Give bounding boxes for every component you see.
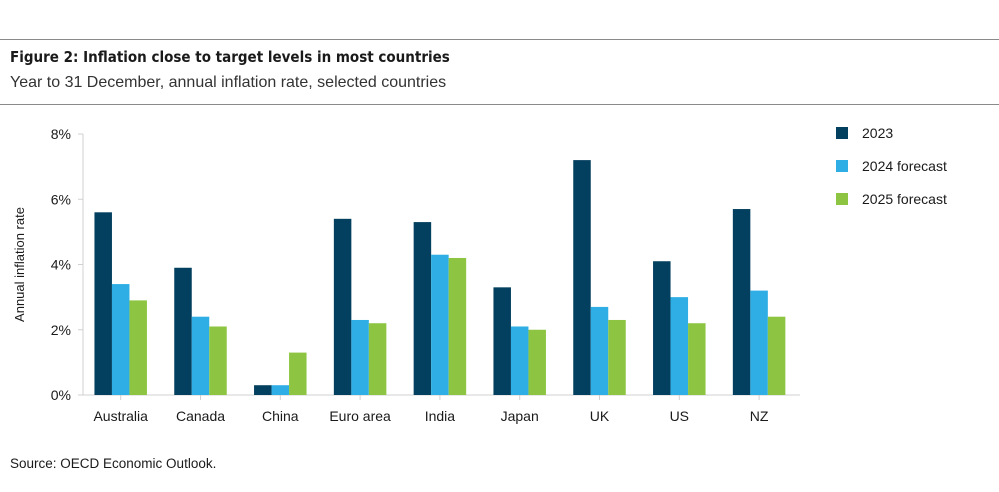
bar-2025-forecast-us [688, 323, 706, 395]
bar-2024-forecast-euro-area [351, 319, 369, 395]
bar-2024-forecast-china [271, 385, 290, 395]
x-tick-label: NZ [750, 408, 769, 424]
legend-label: 2024 forecast [862, 158, 947, 174]
x-tick-label: Australia [93, 408, 148, 424]
bar-2025-forecast-euro-area [368, 323, 387, 395]
bar-2025-forecast-japan [528, 329, 546, 395]
bar-2025-forecast-nz [767, 316, 786, 395]
legend-label: 2023 [862, 125, 893, 141]
bar-2024-forecast-canada [191, 316, 210, 395]
x-tick-label: Euro area [329, 408, 391, 424]
bar-2025-forecast-australia [129, 300, 147, 395]
bar-2023-nz [732, 209, 751, 395]
bar-2023-euro-area [333, 218, 352, 395]
bar-2023-us [653, 261, 671, 395]
bar-2024-forecast-australia [111, 284, 130, 395]
bar-2025-forecast-canada [209, 326, 227, 395]
x-tick-label: Canada [176, 408, 225, 424]
x-tick-label: UK [590, 408, 610, 424]
bar-2025-forecast-china [289, 352, 307, 395]
x-tick-label: China [262, 408, 299, 424]
bar-2024-forecast-us [670, 297, 689, 395]
bar-2025-forecast-india [448, 257, 467, 395]
bar-2023-china [254, 385, 272, 395]
bar-2023-australia [94, 212, 112, 395]
legend-swatch [836, 193, 848, 205]
bar-2025-forecast-uk [608, 319, 626, 395]
chart-title: Figure 2: Inflation close to target leve… [10, 48, 450, 66]
source-note: Source: OECD Economic Outlook. [10, 456, 217, 471]
bar-2024-forecast-japan [510, 326, 529, 395]
bar-2024-forecast-uk [590, 306, 609, 395]
bar-2023-india [413, 222, 432, 395]
y-tick-label: 6% [51, 191, 71, 207]
bar-2024-forecast-india [431, 254, 449, 395]
y-tick-label: 0% [51, 387, 71, 403]
y-tick-label: 4% [51, 257, 71, 273]
bar-2023-canada [174, 267, 192, 395]
x-tick-label: US [670, 408, 689, 424]
top-rule [0, 39, 999, 40]
x-tick-label: India [425, 408, 456, 424]
legend-swatch [836, 160, 848, 172]
y-axis-label: Annual inflation rate [12, 207, 27, 322]
bar-2023-japan [493, 287, 511, 395]
legend-label: 2025 forecast [862, 191, 947, 207]
y-tick-label: 8% [51, 126, 71, 142]
legend-swatch [836, 127, 848, 139]
header-rule [0, 104, 999, 105]
x-tick-label: Japan [501, 408, 539, 424]
y-tick-label: 2% [51, 322, 71, 338]
bar-2024-forecast-nz [750, 290, 768, 395]
bar-2023-uk [573, 160, 591, 395]
chart-subtitle: Year to 31 December, annual inflation ra… [10, 74, 447, 91]
